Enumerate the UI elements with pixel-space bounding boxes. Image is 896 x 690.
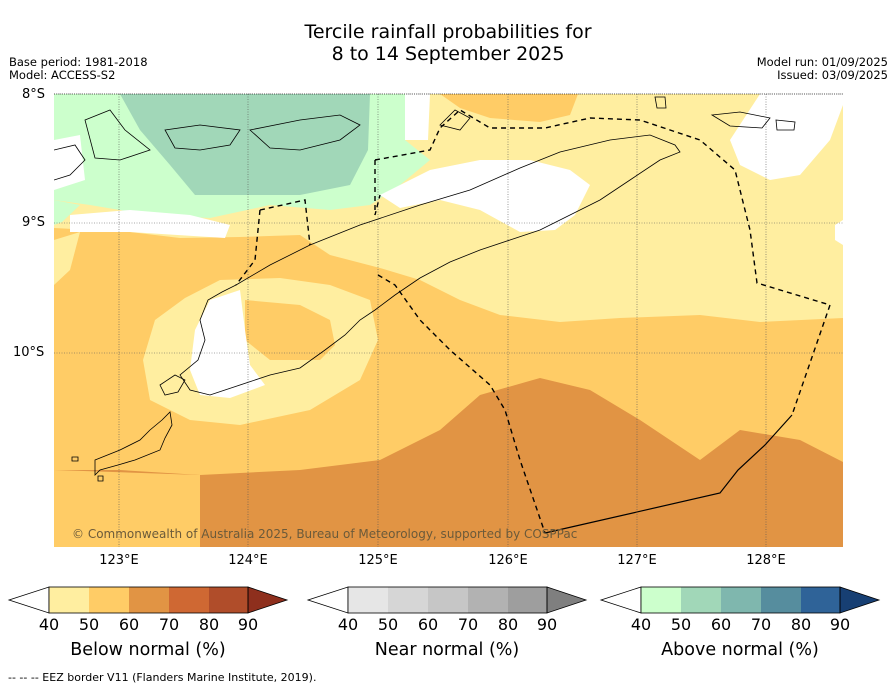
cb-above-tick: 40 (630, 615, 652, 634)
lon-label-123e: 123°E (99, 553, 139, 568)
cb-above-tick: 90 (829, 615, 851, 634)
model-name: Model: ACCESS-S2 (9, 68, 116, 82)
lon-label-125e: 125°E (358, 553, 398, 568)
maritime-boundary (544, 414, 793, 534)
cb-above-tick: 80 (790, 615, 812, 634)
cb-near-tick: 50 (377, 615, 399, 634)
cb-below-tick: 50 (78, 615, 100, 634)
lon-label-128e: 128°E (746, 553, 786, 568)
coastlines (54, 96, 796, 482)
eez-footnote: -- -- -- EEZ border V11 (Flanders Marine… (8, 671, 317, 684)
copyright-notice: © Commonwealth of Australia 2025, Bureau… (72, 527, 578, 541)
colorbar-near (306, 586, 588, 614)
cb-near-title: Near normal (%) (374, 640, 520, 660)
cb-below-tick: 90 (237, 615, 259, 634)
lat-label-8s: 8°S (22, 87, 46, 102)
cb-below-tick: 70 (158, 615, 180, 634)
base-period: Base period: 1981-2018 (9, 55, 148, 69)
model-run: Model run: 01/09/2025 (756, 55, 888, 69)
issued-date: Issued: 03/09/2025 (777, 68, 888, 82)
cb-near-tick: 90 (536, 615, 558, 634)
colorbar-below (7, 586, 289, 614)
graticule (54, 93, 843, 547)
cb-below-title: Below normal (%) (70, 640, 226, 660)
cb-below-tick: 60 (118, 615, 140, 634)
colorbar-above (599, 586, 881, 614)
lon-label-126e: 126°E (488, 553, 528, 568)
cb-near-tick: 60 (417, 615, 439, 634)
cb-above-title: Above normal (%) (661, 640, 819, 660)
cb-near-tick: 40 (337, 615, 359, 634)
map-title-line1: Tercile rainfall probabilities for (304, 21, 592, 43)
cb-above-tick: 70 (750, 615, 772, 634)
cb-near-tick: 80 (497, 615, 519, 634)
lat-label-10s: 10°S (13, 345, 45, 360)
cb-above-tick: 60 (710, 615, 732, 634)
cb-below-tick: 80 (198, 615, 220, 634)
cb-near-tick: 70 (457, 615, 479, 634)
lat-label-9s: 9°S (22, 215, 46, 230)
probability-field (54, 94, 843, 547)
cb-above-tick: 50 (670, 615, 692, 634)
lon-label-127e: 127°E (617, 553, 657, 568)
eez-border (235, 109, 831, 534)
map-title-line2: 8 to 14 September 2025 (331, 43, 565, 65)
lon-label-124e: 124°E (228, 553, 268, 568)
cb-below-tick: 40 (38, 615, 60, 634)
